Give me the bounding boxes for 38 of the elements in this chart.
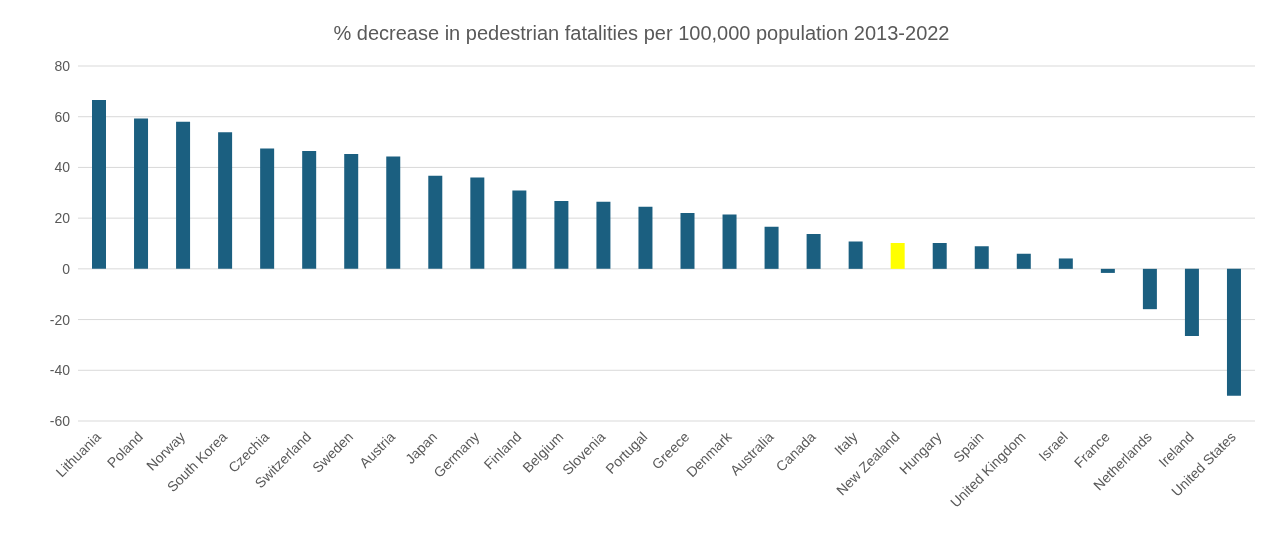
bar	[596, 201, 611, 269]
bar	[1058, 258, 1073, 269]
y-tick-label: 60	[54, 108, 71, 125]
y-tick-label: 40	[54, 159, 71, 176]
bar	[386, 156, 401, 269]
y-tick-label: 80	[54, 57, 71, 74]
bar	[92, 99, 106, 269]
bar	[1100, 268, 1115, 273]
bar	[1226, 268, 1241, 396]
bar	[260, 148, 275, 269]
bar	[470, 177, 485, 269]
y-tick-label: -60	[49, 412, 71, 429]
bar	[554, 200, 569, 269]
bar	[806, 234, 821, 269]
bar	[974, 246, 989, 269]
chart-title: % decrease in pedestrian fatalities per 100,000 population 2013-2022	[332, 21, 951, 46]
bar	[134, 118, 149, 269]
bar	[512, 190, 527, 269]
y-tick-label: -20	[49, 311, 71, 328]
bar	[302, 150, 317, 269]
bar	[680, 213, 695, 269]
y-tick-label: 0	[62, 260, 71, 277]
bar	[344, 153, 359, 269]
bar	[1142, 268, 1157, 310]
bar	[638, 206, 653, 269]
bar	[932, 242, 947, 269]
x-tick-label: Italy	[831, 428, 861, 459]
bar	[848, 241, 863, 269]
bar	[428, 175, 443, 269]
bar	[764, 226, 779, 269]
bar	[218, 132, 233, 269]
bar	[1016, 253, 1031, 269]
bar	[890, 242, 905, 269]
y-tick-label: -40	[49, 362, 71, 379]
y-tick-label: 20	[54, 210, 71, 227]
bar	[722, 214, 737, 269]
bar	[176, 121, 191, 269]
bar	[1184, 268, 1199, 337]
